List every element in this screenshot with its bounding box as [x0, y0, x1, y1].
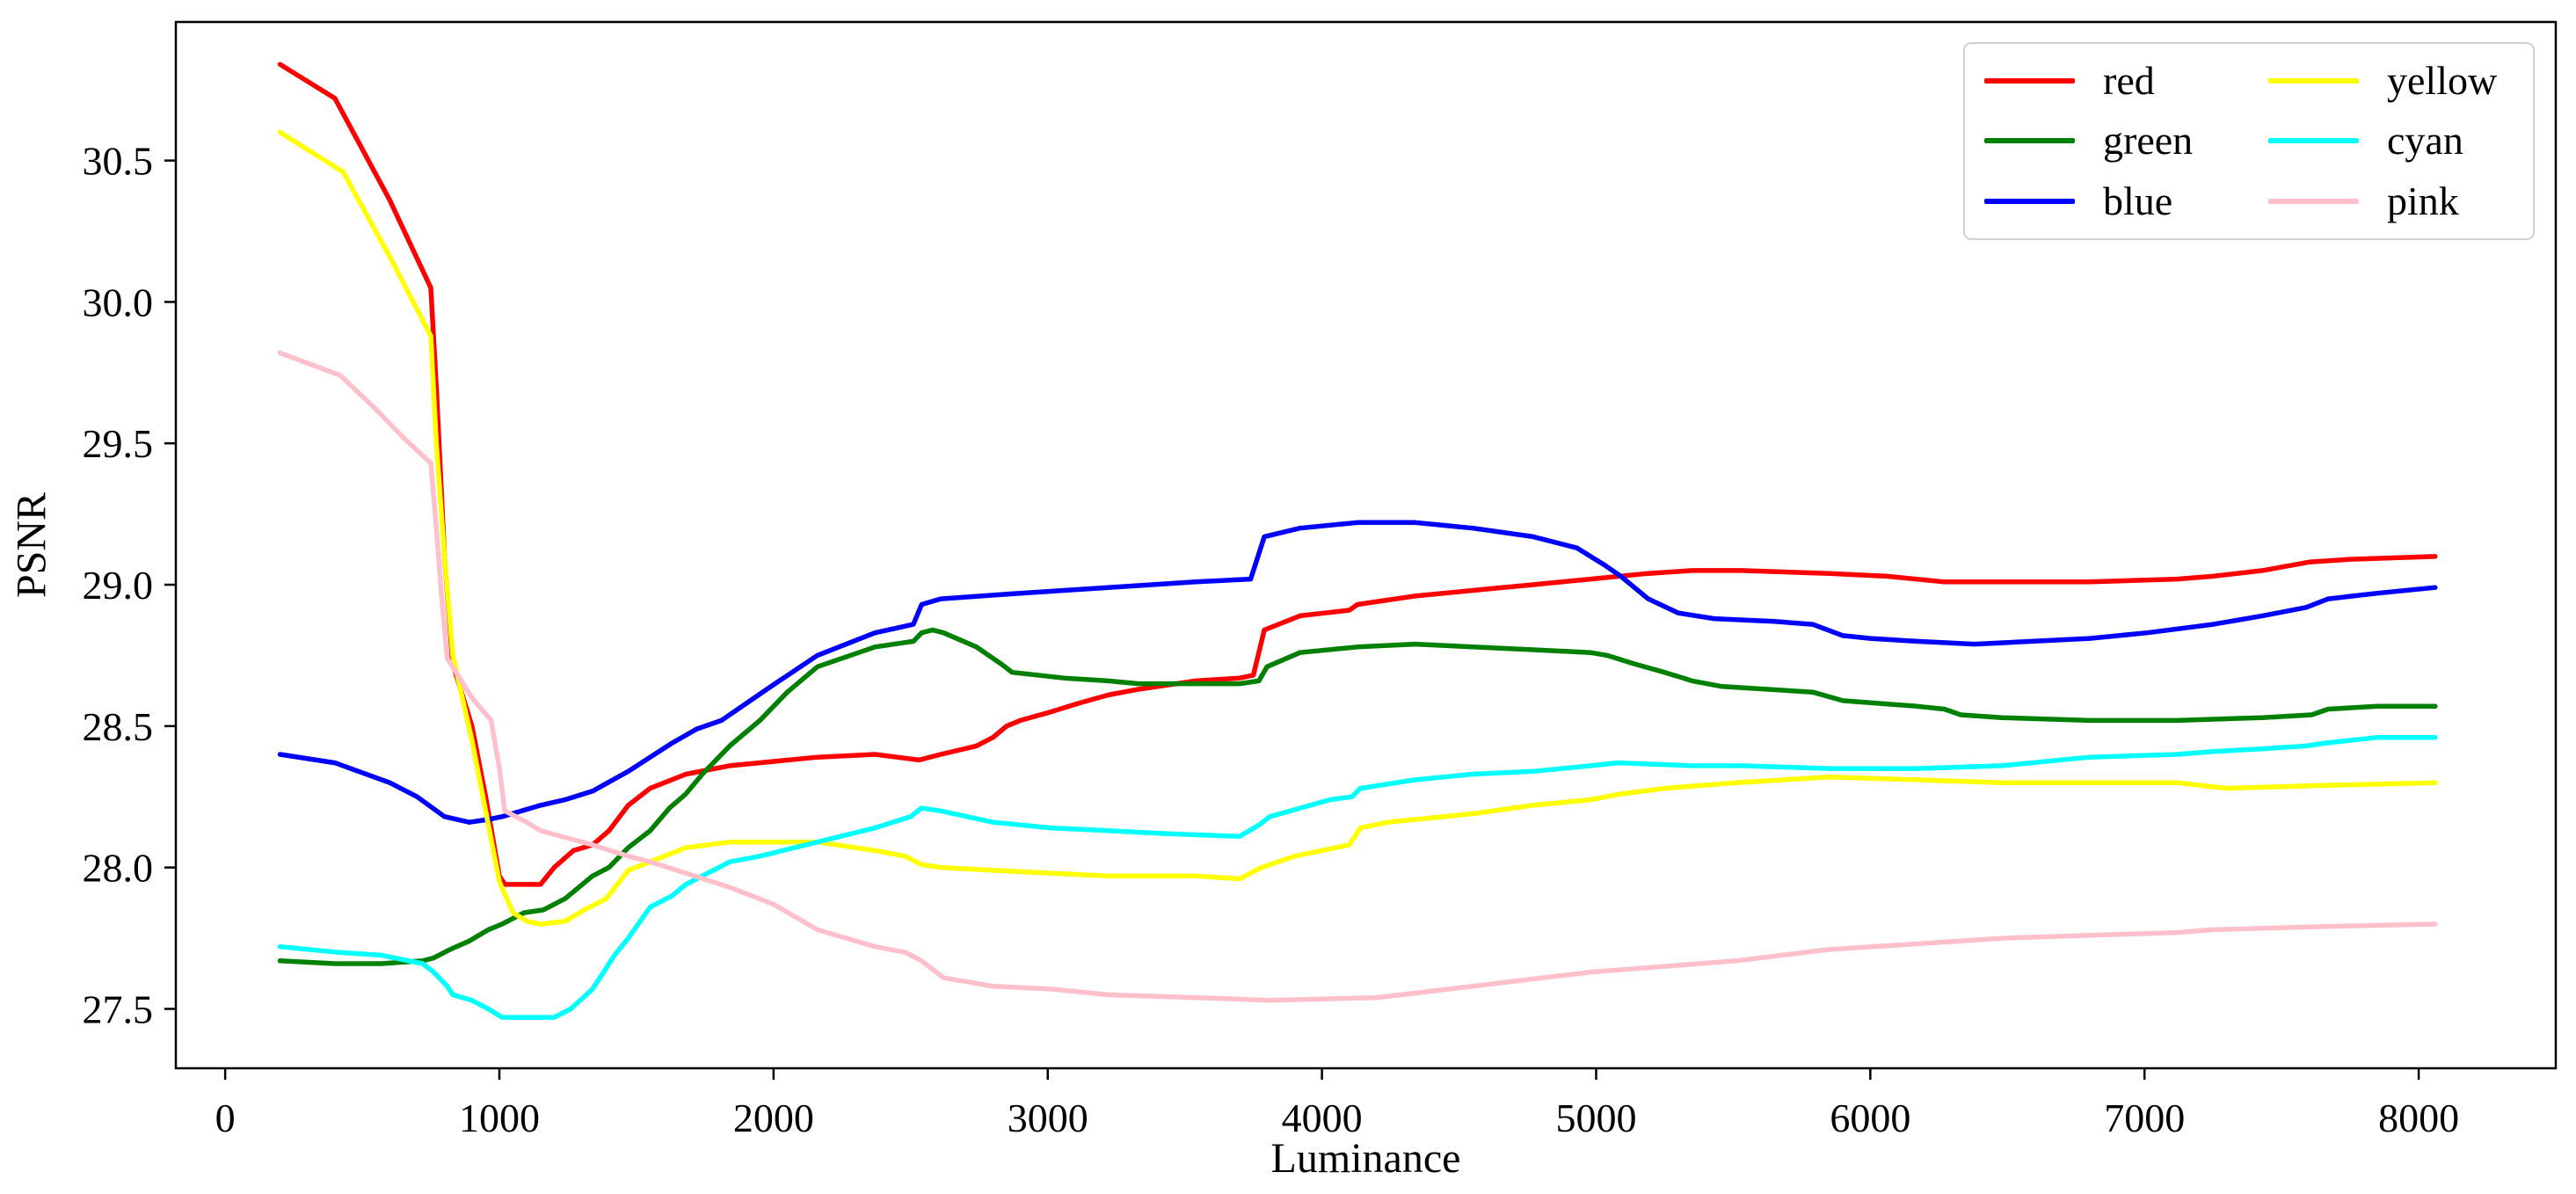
legend-label-blue: blue: [2103, 178, 2173, 223]
x-tick-label: 1000: [459, 1096, 540, 1140]
legend-label-pink: pink: [2387, 178, 2459, 223]
y-tick-label: 29.5: [83, 421, 154, 466]
series-line-green: [277, 627, 2438, 966]
x-tick-label: 6000: [1830, 1096, 1910, 1140]
y-axis-label: PSNR: [8, 491, 55, 599]
legend-swatch-cyan: [2268, 138, 2359, 144]
legend-item-green: green: [1965, 111, 2249, 171]
legend-label-green: green: [2103, 118, 2194, 164]
x-tick-label: 5000: [1555, 1096, 1636, 1140]
legend-swatch-green: [1984, 138, 2075, 144]
x-axis-label: Luminance: [1270, 1135, 1461, 1182]
y-tick-label: 28.0: [83, 846, 154, 891]
x-tick-label: 2000: [733, 1096, 814, 1140]
series-line-yellow: [277, 129, 2438, 927]
legend-item-pink: pink: [2249, 171, 2533, 231]
legend-label-cyan: cyan: [2387, 118, 2463, 164]
x-tick-label: 0: [215, 1096, 236, 1140]
legend-item-red: red: [1965, 51, 2249, 111]
y-tick-label: 30.0: [83, 280, 154, 324]
y-tick-label: 28.5: [83, 704, 154, 749]
legend-swatch-blue: [1984, 198, 2075, 204]
y-tick-label: 29.0: [83, 563, 154, 608]
legend-swatch-red: [1984, 78, 2075, 84]
legend-swatch-pink: [2268, 198, 2359, 204]
legend-item-yellow: yellow: [2249, 51, 2533, 111]
legend-label-red: red: [2103, 58, 2155, 104]
legend-item-blue: blue: [1965, 171, 2249, 231]
legend-label-yellow: yellow: [2387, 58, 2498, 104]
axes-spines: [174, 20, 2558, 1070]
x-tick-label: 7000: [2104, 1096, 2185, 1140]
x-tick-label: 3000: [1008, 1096, 1088, 1140]
x-tick-label: 4000: [1282, 1096, 1363, 1140]
series-line-blue: [277, 520, 2438, 825]
series-line-cyan: [277, 734, 2438, 1020]
legend-swatch-yellow: [2268, 78, 2359, 84]
legend-item-cyan: cyan: [2249, 111, 2533, 171]
legend: red green blue yellow cyan pink: [1963, 42, 2535, 240]
y-tick-label: 27.5: [83, 987, 154, 1031]
y-tick-label: 30.5: [83, 139, 154, 184]
x-tick-label: 8000: [2378, 1096, 2459, 1140]
series-line-pink: [277, 350, 2438, 1003]
